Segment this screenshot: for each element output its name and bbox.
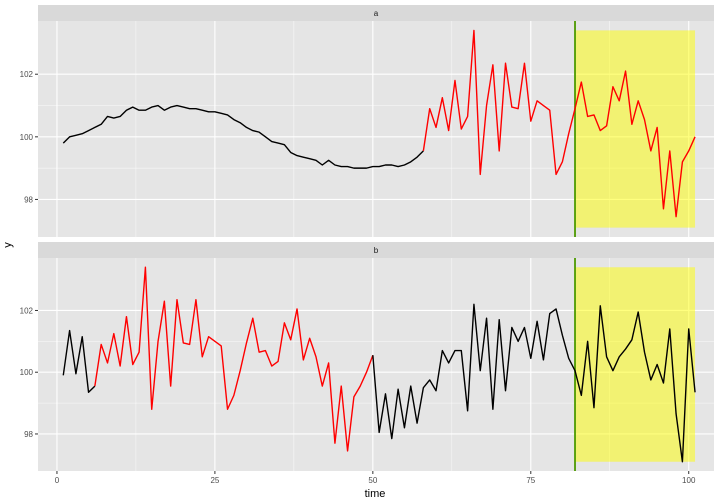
highlight-region [575,267,696,462]
series-line-black [62,329,96,393]
series-line-black [62,104,424,169]
x-axis: 0 25 50 75 100 [55,471,696,485]
x-tick-label: 75 [526,476,535,485]
y-tick-label: 102 [20,70,34,79]
y-tick-label: 98 [24,195,33,204]
x-tick-label: 100 [682,476,696,485]
highlight-region [575,30,696,228]
series-line-red [422,29,696,218]
x-tick-label: 0 [55,476,60,485]
series-line-red [94,266,374,452]
facet-strip [38,242,714,258]
y-tick-label: 102 [20,306,34,315]
facet-strip [38,5,714,21]
y-tick-label: 98 [24,430,33,439]
facet-strip-label: b [374,246,379,255]
x-tick-label: 25 [210,476,219,485]
panels: a 98 100 102 b 98 100 102 [20,5,714,471]
facet-panel-b: b 98 100 102 [20,242,714,471]
facet-strip-label: a [374,9,379,18]
x-axis-title: time [365,488,386,500]
y-axis-title: y [2,242,14,248]
facet-panel-a: a 98 100 102 [20,5,714,237]
y-tick-label: 100 [20,133,34,142]
y-tick-label: 100 [20,368,34,377]
x-tick-label: 50 [368,476,377,485]
series-line-black [372,303,696,463]
